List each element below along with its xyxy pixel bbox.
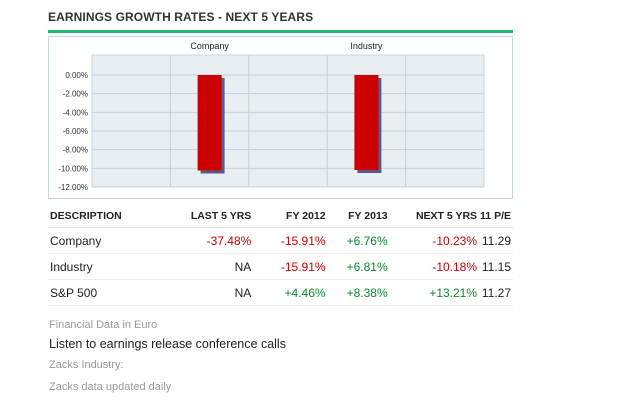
y-tick-label: -2.00%: [63, 90, 88, 99]
bar: [354, 75, 379, 171]
category-label: Industry: [350, 41, 383, 51]
col-header-description: DESCRIPTION: [48, 205, 166, 228]
row-last-5-yrs: NA: [165, 279, 254, 306]
row-fy-2013: +6.81%: [327, 253, 390, 280]
row-next-5-yrs: -10.23%: [389, 227, 480, 254]
earnings-table: DESCRIPTION LAST 5 YRS FY 2012 FY 2013 N…: [48, 205, 513, 306]
zacks-industry-label: Zacks Industry:: [49, 359, 124, 371]
table-row: Industry NA -15.91% +6.81% -10.18% 11.15: [48, 253, 513, 280]
row-fy-2012: -15.91%: [253, 227, 328, 254]
row-next-5-yrs: +13.21%: [389, 279, 480, 306]
col-header-fy-2012: FY 2012: [253, 205, 328, 228]
y-tick-label: -12.00%: [58, 183, 88, 192]
row-last-5-yrs: -37.48%: [165, 227, 254, 254]
growth-chart: 0.00% -2.00% -4.00% -6.00% -8.00% -10.00% -12.…: [48, 36, 513, 199]
table-row: S&P 500 NA +4.46% +8.38% +13.21% 11.27: [48, 279, 513, 306]
col-header-pe: 11 P/E: [479, 205, 513, 228]
conference-calls-link[interactable]: Listen to earnings release conference ca…: [49, 337, 286, 351]
y-tick-label: -6.00%: [63, 127, 88, 136]
row-pe: 11.29: [479, 227, 513, 254]
col-header-next-5-yrs: NEXT 5 YRS: [389, 205, 480, 228]
table-row: Company -37.48% -15.91% +6.76% -10.23% 1…: [48, 227, 513, 254]
plot-area: [91, 54, 485, 188]
row-description: S&P 500: [48, 279, 166, 306]
row-pe: 11.27: [479, 279, 513, 306]
earnings-table-wrap: DESCRIPTION LAST 5 YRS FY 2012 FY 2013 N…: [48, 205, 513, 306]
y-tick-label: -4.00%: [63, 108, 88, 117]
row-fy-2013: +6.76%: [327, 227, 390, 254]
title-rule: [48, 30, 513, 33]
row-last-5-yrs: NA: [165, 253, 254, 280]
growth-chart-svg: 0.00% -2.00% -4.00% -6.00% -8.00% -10.00% -12.…: [58, 41, 485, 192]
row-description: Company: [48, 227, 166, 254]
currency-note: Financial Data in Euro: [49, 319, 158, 331]
col-header-fy-2013: FY 2013: [327, 205, 390, 228]
y-tick-label: -8.00%: [63, 146, 88, 155]
row-fy-2012: -15.91%: [253, 253, 328, 280]
row-fy-2013: +8.38%: [327, 279, 390, 306]
row-description: Industry: [48, 253, 166, 280]
category-label: Company: [190, 41, 229, 51]
row-next-5-yrs: -10.18%: [389, 253, 480, 280]
bar: [197, 75, 222, 171]
update-note: Zacks data updated daily: [49, 381, 172, 393]
col-header-last-5-yrs: LAST 5 YRS: [165, 205, 254, 228]
y-tick-label: 0.00%: [65, 71, 88, 80]
table-header-row: DESCRIPTION LAST 5 YRS FY 2012 FY 2013 N…: [48, 205, 513, 228]
row-fy-2012: +4.46%: [253, 279, 328, 306]
y-tick-label: -10.00%: [58, 164, 88, 173]
section-title: EARNINGS GROWTH RATES - NEXT 5 YEARS: [48, 10, 314, 24]
row-pe: 11.15: [479, 253, 513, 280]
